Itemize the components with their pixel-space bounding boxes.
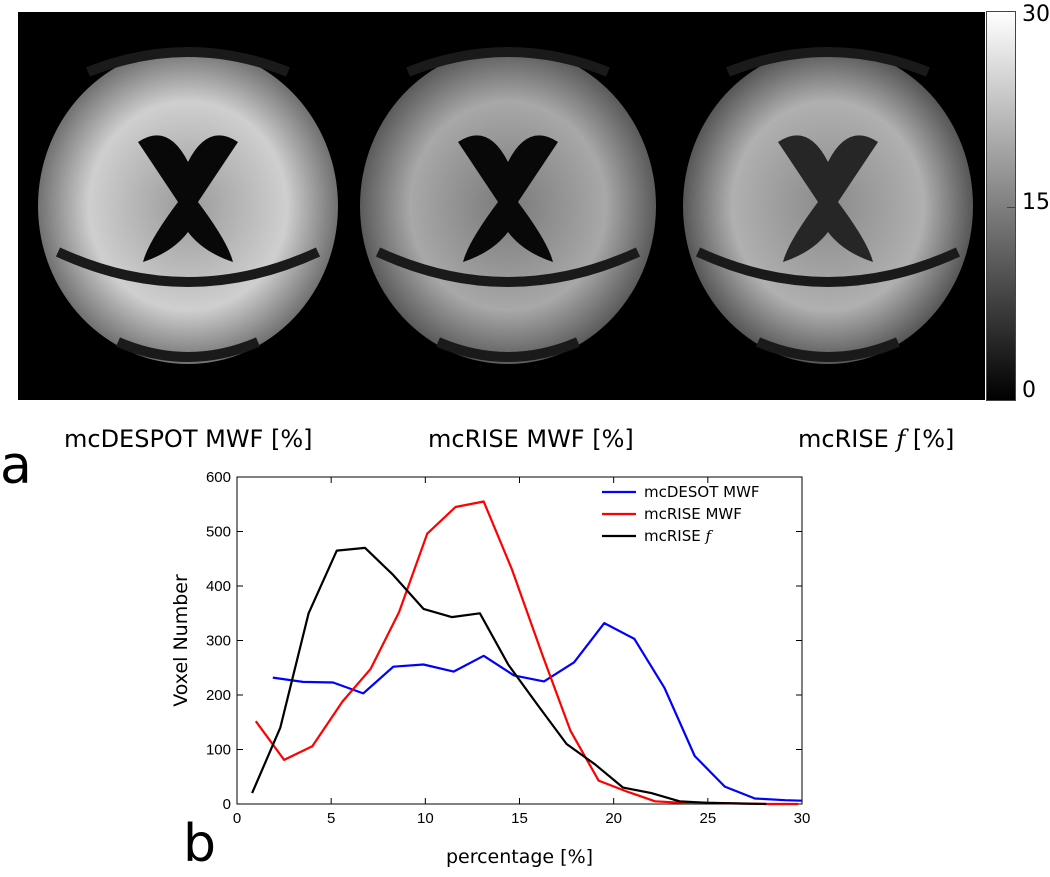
x-tick-label: 25 [699, 810, 716, 827]
x-tick-label: 20 [605, 810, 622, 827]
brain-slices [38, 47, 973, 364]
colorbar-tick-max: 30 [1022, 2, 1050, 27]
x-axis-title: percentage [%] [446, 846, 593, 868]
colorbar-tick-min: 0 [1022, 378, 1036, 403]
y-tick-label: 200 [206, 687, 231, 704]
x-tick-label: 15 [511, 810, 528, 827]
axes-box [236, 476, 803, 805]
x-tick-label: 30 [794, 810, 811, 827]
brain-slice-mcrise-mwf [360, 47, 656, 364]
panel-label-a: a [0, 436, 32, 496]
caption-mcrise-mwf: mcRISE MWF [%] [428, 425, 634, 453]
y-tick-label: 400 [206, 578, 231, 595]
legend-label-2: mcRISE f [644, 527, 713, 545]
caption-text: mcRISE [798, 425, 897, 453]
series-line-2 [251, 546, 767, 806]
y-axis-title: Voxel Number [170, 574, 192, 707]
panel-label-b: b [183, 814, 217, 874]
caption-mcrise-f: mcRISE f [%] [798, 425, 954, 453]
caption-math-f: f [896, 425, 906, 453]
caption-mcdespot-mwf: mcDESPOT MWF [%] [64, 425, 313, 453]
caption-text: mcRISE MWF [%] [428, 425, 634, 453]
series-line-0 [272, 621, 803, 802]
y-tick-label: 600 [206, 469, 231, 486]
caption-text: mcDESPOT MWF [%] [64, 425, 313, 453]
series-line-1 [254, 500, 799, 806]
brain-image-panel [18, 12, 985, 400]
caption-unit: [%] [905, 425, 955, 453]
y-tick-label: 0 [223, 796, 231, 813]
y-tick-label: 500 [206, 524, 231, 541]
legend-label-1: mcRISE MWF [644, 505, 742, 523]
x-tick-label: 10 [417, 810, 434, 827]
colorbar-mid-mark [1007, 207, 1015, 208]
brain-slice-mcdespot [38, 47, 338, 364]
legend-label-0: mcDESOT MWF [644, 483, 760, 501]
brain-slice-mcrise-f [683, 47, 973, 364]
y-tick-label: 300 [206, 633, 231, 650]
x-tick-label: 5 [327, 810, 335, 827]
colorbar-tick-mid: 15 [1022, 190, 1050, 215]
colorbar [986, 11, 1016, 401]
x-tick-label: 0 [233, 810, 241, 827]
y-tick-label: 100 [206, 742, 231, 759]
